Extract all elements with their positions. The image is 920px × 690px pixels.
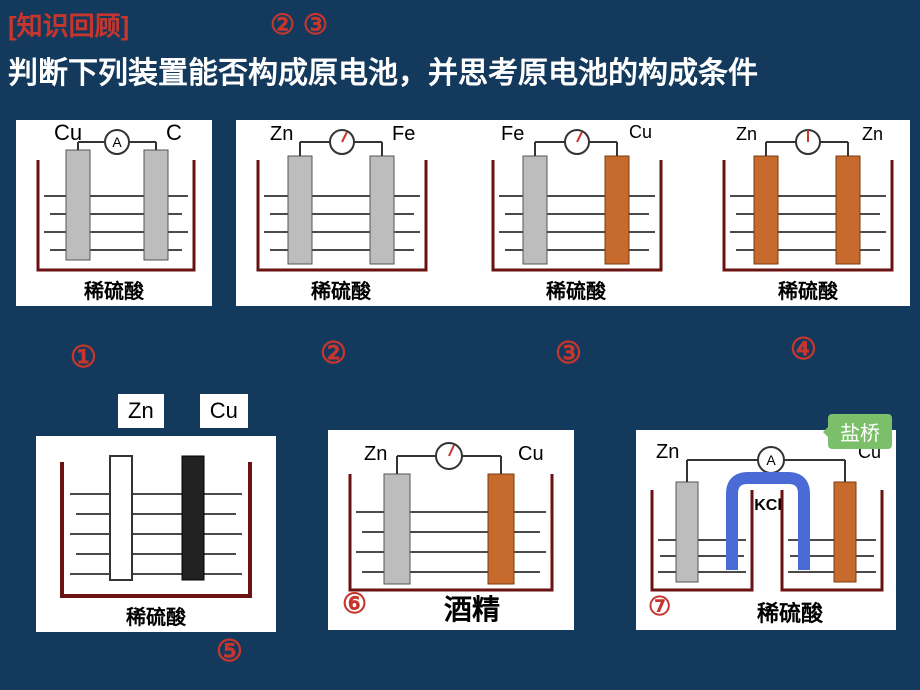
num-5: ⑤: [216, 634, 243, 669]
right-electrode-label: Fe: [392, 123, 415, 145]
diagram-1: A Cu C 稀硫酸: [16, 120, 212, 306]
caption: 稀硫酸: [714, 275, 902, 304]
right-electrode-label: Cu: [629, 122, 652, 142]
right-electrode-label: Cu: [200, 394, 248, 428]
diagram-row-1: A Cu C 稀硫酸 Zn Fe 稀硫酸: [16, 120, 904, 320]
left-electrode-label: Zn: [118, 394, 164, 428]
right-electrode-label: Zn: [862, 124, 883, 144]
caption: 稀硫酸: [44, 601, 268, 630]
right-electrode-label: C: [166, 120, 182, 145]
caption: 酒精: [378, 588, 566, 628]
left-electrode-label: Zn: [736, 124, 757, 144]
left-electrode-label: Zn: [364, 443, 387, 465]
num-4: ④: [790, 332, 817, 367]
num-1: ①: [70, 340, 97, 375]
d5-labels: Zn Cu: [118, 394, 248, 428]
caption: 稀硫酸: [244, 275, 438, 304]
review-label: [知识回顾]: [8, 11, 129, 41]
caption: 稀硫酸: [692, 596, 888, 628]
diagram-row-2: Zn Cu 稀硫酸: [36, 400, 904, 650]
meter-label: A: [112, 134, 122, 150]
meter-label: A: [766, 452, 776, 468]
diagram-4: Zn Zn 稀硫酸: [706, 120, 910, 306]
left-electrode-label: Zn: [270, 123, 293, 145]
right-electrode-label: Cu: [518, 443, 544, 465]
diagram-5: 稀硫酸: [36, 436, 276, 632]
diagram-2: Zn Fe 稀硫酸: [236, 120, 446, 306]
top-circled-numbers: ② ③: [270, 8, 328, 41]
caption: 稀硫酸: [24, 275, 204, 304]
caption: 稀硫酸: [479, 275, 673, 304]
diagram-3: Fe Cu 稀硫酸: [471, 120, 681, 306]
left-electrode-label: Cu: [54, 120, 82, 145]
num-2: ②: [320, 336, 347, 371]
question-text: 判断下列装置能否构成原电池，并思考原电池的构成条件: [8, 48, 758, 92]
beaker: [38, 160, 194, 270]
diagram-6: Zn Cu ⑥ 酒精: [328, 430, 574, 630]
salt-bridge-callout: 盐桥: [828, 414, 892, 449]
num-7: ⑦: [648, 591, 671, 622]
left-electrode-label: Fe: [501, 123, 524, 145]
bridge-text: KCl: [754, 497, 782, 514]
num-3: ③: [555, 336, 582, 371]
diagram-7: A KCl Zn Cu ⑦ 稀硫酸: [636, 430, 896, 630]
num-6: ⑥: [342, 587, 367, 620]
left-electrode-label: Zn: [656, 441, 679, 463]
